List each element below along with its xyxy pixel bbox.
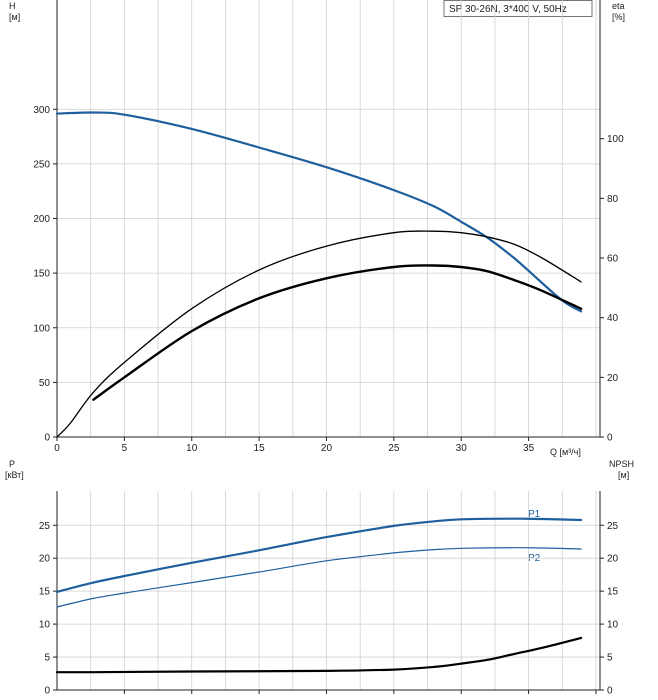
right-tick-label: 0 (607, 433, 613, 444)
left-tick-label: 200 (33, 214, 50, 225)
right-tick-label: 20 (607, 373, 619, 384)
left-tick-label: 20 (39, 554, 51, 565)
right-tick-label: 20 (607, 554, 619, 565)
series-line-bottom-2 (55, 636, 583, 674)
right-tick-label: 0 (607, 686, 613, 697)
h-axis-unit: [м] (9, 12, 20, 22)
x-tick-label: 25 (388, 443, 400, 454)
eta-axis-unit: [%] (612, 12, 625, 22)
series-label-p1: P1 (528, 509, 541, 520)
left-tick-label: 15 (39, 587, 51, 598)
series-line-bottom-0 (55, 517, 583, 593)
x-tick-label: 15 (254, 443, 266, 454)
npsh-axis-label: NPSH (609, 459, 634, 469)
series-line-top-0 (55, 111, 583, 313)
x-tick-label: 30 (456, 443, 468, 454)
npsh-axis-unit: [м] (618, 470, 629, 480)
x-tick-label: 35 (523, 443, 535, 454)
right-tick-label: 15 (607, 587, 619, 598)
right-tick-label: 40 (607, 313, 619, 324)
x-tick-label: 0 (54, 443, 60, 454)
p-axis-unit: [кВт] (5, 470, 24, 480)
left-tick-label: 0 (44, 686, 50, 697)
right-tick-label: 10 (607, 620, 619, 631)
x-tick-label: 10 (186, 443, 198, 454)
chart-title: SP 30-26N, 3*400 V, 50Hz (449, 4, 567, 15)
left-tick-label: 25 (39, 521, 51, 532)
eta-axis-label: eta (612, 1, 625, 11)
h-axis-label: H (9, 1, 16, 11)
title-box (443, 0, 593, 17)
left-tick-label: 100 (33, 323, 50, 334)
p-axis-label: P (9, 459, 15, 469)
left-tick-label: 300 (33, 105, 50, 116)
left-tick-label: 5 (44, 653, 50, 664)
left-tick-label: 10 (39, 620, 51, 631)
left-tick-label: 150 (33, 269, 50, 280)
left-tick-label: 0 (44, 433, 50, 444)
x-tick-label: 20 (321, 443, 333, 454)
series-line-top-2 (92, 264, 583, 401)
x-axis-label: Q [м³/ч] (550, 447, 581, 457)
right-tick-label: 5 (607, 653, 613, 664)
series-line-bottom-1 (56, 547, 582, 608)
right-tick-label: 25 (607, 521, 619, 532)
left-tick-label: 250 (33, 159, 50, 170)
left-tick-label: 50 (39, 378, 51, 389)
right-tick-label: 60 (607, 254, 619, 265)
series-line-top-1 (56, 230, 582, 438)
right-tick-label: 100 (607, 134, 624, 145)
x-tick-label: 5 (122, 443, 128, 454)
right-tick-label: 80 (607, 194, 619, 205)
